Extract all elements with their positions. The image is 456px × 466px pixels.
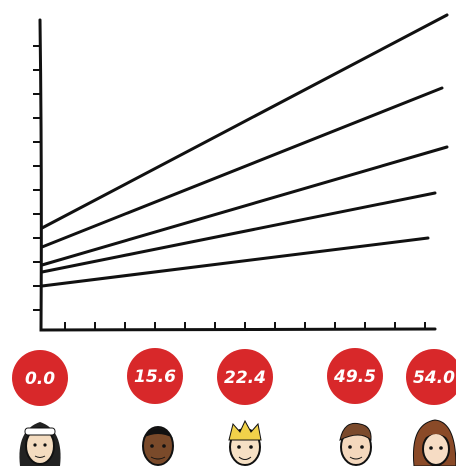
badge-label: 15.6 [134, 367, 176, 387]
badge-label: 0.0 [25, 369, 55, 389]
badge [406, 349, 456, 405]
badges: 0.0 15.6 22.4 49.5 54.0 [12, 348, 456, 406]
face [142, 426, 174, 466]
badge-label: 54.0 [413, 368, 455, 388]
face [412, 419, 456, 466]
x-ticks [64, 322, 426, 329]
trend-lines [40, 13, 449, 288]
y-ticks [33, 45, 41, 311]
badge-label: 22.4 [224, 368, 266, 388]
axis-lines [38, 18, 437, 332]
face [19, 422, 61, 466]
badge [12, 350, 68, 406]
face [339, 422, 372, 466]
badge [127, 348, 183, 404]
faces [19, 419, 456, 466]
face [228, 419, 262, 466]
badge [327, 348, 383, 404]
axes [33, 18, 437, 332]
badge [217, 349, 273, 405]
badge-label: 49.5 [333, 367, 376, 387]
